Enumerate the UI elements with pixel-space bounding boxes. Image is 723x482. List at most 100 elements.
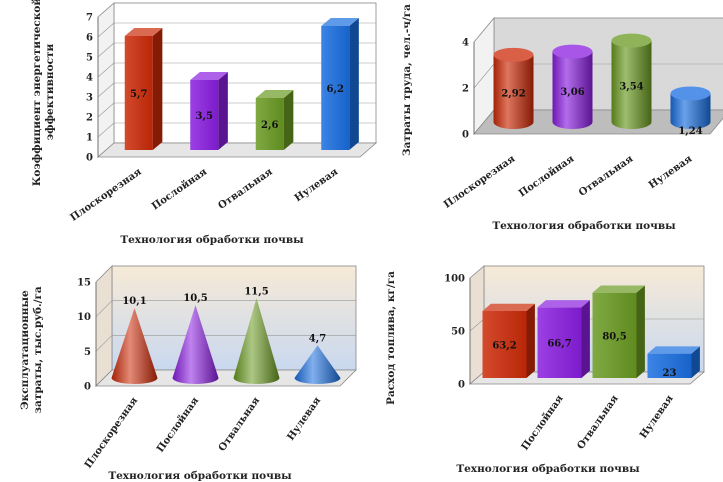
bar-3: 2,6 — [255, 90, 294, 150]
bar-top — [482, 303, 535, 312]
y-tick-label: 0 — [458, 380, 465, 391]
bar-top — [611, 33, 652, 48]
gridline-side — [469, 318, 485, 332]
y-tick-label: 100 — [444, 274, 465, 285]
value-label: 3,5 — [196, 111, 213, 122]
bar-body — [233, 298, 280, 384]
bar-top — [592, 285, 645, 293]
bar-side — [283, 90, 294, 150]
bar-3: 11,5 — [233, 286, 280, 384]
gridline-side — [95, 265, 113, 283]
y-axis-title-line-2: эффективности — [44, 44, 56, 141]
bar-front — [321, 26, 350, 150]
bar-1: 10,1 — [111, 296, 158, 384]
plot-side-wall — [97, 2, 115, 158]
category-label: Нулевая — [285, 395, 323, 443]
chart-operating-costs: 10,1 10,5 11,5 4,7 0 5 10 15 Плоскорезная Посло… — [19, 265, 357, 482]
gridline-side — [95, 300, 113, 317]
bar-front — [255, 98, 284, 150]
category-label: Плоскорезная — [68, 166, 144, 224]
value-label: 5,7 — [130, 89, 147, 100]
bar-2: 10,5 — [172, 293, 219, 384]
gridline-side — [97, 2, 115, 18]
value-label: 3,06 — [560, 87, 584, 98]
value-label: 23 — [663, 368, 677, 379]
bar-front — [482, 311, 527, 378]
gridline-side — [97, 102, 115, 118]
gridline-side — [473, 63, 495, 89]
chart-fuel-consumption: 63,2 66,7 80,5 23 0 50 100 Послойная Отвальная… — [385, 265, 706, 475]
bar-front — [190, 80, 219, 150]
bar-top — [190, 72, 228, 80]
bar-3: 3,54 — [611, 33, 652, 129]
bar-4: 1,24 — [670, 86, 711, 137]
category-label: Отвальная — [216, 166, 275, 212]
value-label: 10,5 — [183, 293, 207, 304]
plot-floor — [95, 369, 357, 387]
gridline-side — [97, 22, 115, 38]
bar-side — [581, 300, 590, 378]
bar-front — [124, 36, 153, 150]
bar-4: 4,7 — [294, 333, 341, 384]
value-label: 6,2 — [327, 84, 344, 95]
bar-1: 63,2 — [482, 303, 535, 378]
value-label: 2,6 — [261, 120, 278, 131]
bar-top — [537, 300, 590, 308]
gridline-side — [97, 82, 115, 98]
value-label: 66,7 — [547, 339, 571, 350]
value-label: 1,24 — [678, 126, 702, 137]
y-tick-label: 3 — [86, 93, 93, 104]
x-axis-title: Технология обработки почвы — [108, 470, 292, 482]
bar-top — [321, 18, 359, 26]
y-axis-title-line-1: Коэффициент энергетической — [31, 0, 43, 186]
bar-body — [611, 40, 652, 129]
x-axis-title: Технология обработки почвы — [120, 234, 304, 246]
bar-body — [552, 51, 593, 130]
bar-front — [592, 292, 637, 378]
bar-4: 6,2 — [321, 18, 359, 150]
bar-body — [111, 307, 158, 384]
x-axis-title: Технология обработки почвы — [492, 220, 676, 232]
bar-side — [218, 72, 228, 150]
value-label: 80,5 — [602, 331, 626, 342]
bar-2: 3,5 — [190, 72, 228, 150]
category-label: Послойная — [150, 166, 210, 212]
value-label: 11,5 — [244, 286, 268, 297]
bar-top — [493, 47, 534, 62]
category-label: Послойная — [520, 393, 566, 453]
bar-body — [670, 93, 711, 129]
bar-body — [294, 345, 341, 384]
category-label: Отвальная — [577, 153, 636, 199]
bar-4: 23 — [647, 346, 700, 379]
bar-top — [670, 86, 711, 101]
bar-3: 80,5 — [592, 285, 645, 378]
chart-energy-efficiency: 5,7 3,5 2,6 6,2 0 1 2 3 4 5 6 7 Плоскорезная Послой… — [31, 0, 378, 246]
y-tick-label: 7 — [86, 13, 93, 24]
gridline-side — [97, 62, 115, 78]
y-axis-title-line-1: Эксплуатационные — [19, 290, 31, 410]
y-axis-title: Расход топлива, кг/га — [385, 271, 397, 405]
category-label: Плоскорезная — [442, 153, 518, 211]
y-tick-label: 15 — [77, 278, 91, 289]
category-label: Нулевая — [647, 153, 695, 191]
value-label: 4,7 — [309, 333, 326, 344]
bar-side — [349, 18, 359, 150]
bar-front — [537, 307, 582, 378]
gridline-side — [469, 265, 485, 279]
chart-labour-costs: 2,92 3,06 3,54 1,24 0 2 4 Плоскорезная Послойн… — [401, 4, 723, 232]
y-tick-label: 50 — [451, 327, 465, 338]
gridline-side — [473, 17, 495, 43]
gridline-side — [97, 122, 115, 138]
y-tick-label: 0 — [84, 382, 91, 393]
category-label: Послойная — [155, 395, 201, 455]
category-label: Отвальная — [217, 395, 263, 454]
bar-top — [552, 44, 593, 59]
value-label: 3,54 — [619, 81, 643, 92]
category-label: Нулевая — [293, 166, 341, 204]
y-tick-label: 0 — [462, 130, 469, 141]
category-label: Отвальная — [575, 393, 621, 452]
bar-front — [647, 353, 692, 378]
bar-side — [636, 285, 645, 378]
bar-side — [152, 28, 163, 150]
gridline-side — [97, 42, 115, 58]
